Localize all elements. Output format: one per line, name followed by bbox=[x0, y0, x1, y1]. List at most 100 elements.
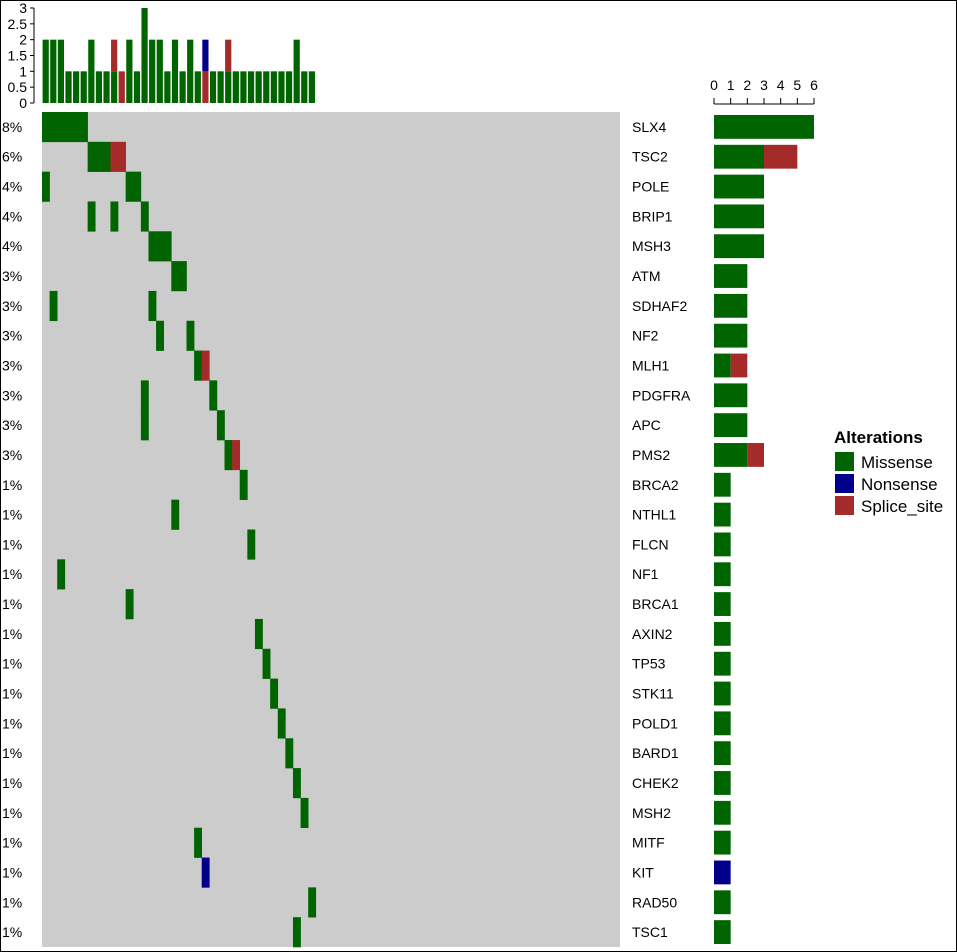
side-axis-tick-label: 0 bbox=[710, 77, 718, 93]
side-bar bbox=[714, 323, 748, 348]
side-bar bbox=[714, 532, 731, 557]
top-bar bbox=[209, 71, 217, 103]
mutation-cell bbox=[42, 171, 50, 202]
legend: Alterations Missense Nonsense Splice_site bbox=[834, 428, 943, 516]
top-bar bbox=[225, 39, 232, 72]
gene-label: APC bbox=[632, 417, 661, 433]
side-bar bbox=[714, 741, 731, 766]
gene-label: TP53 bbox=[632, 656, 666, 672]
percent-label: 4% bbox=[2, 208, 22, 224]
mutation-cell bbox=[163, 231, 172, 262]
gene-label: MITF bbox=[632, 835, 665, 851]
mutation-cell bbox=[277, 708, 286, 739]
gene-label: KIT bbox=[632, 864, 654, 880]
top-bar bbox=[133, 71, 141, 103]
legend-title: Alterations bbox=[834, 428, 923, 447]
side-bar bbox=[714, 890, 731, 915]
side-bar bbox=[714, 144, 764, 169]
side-bar bbox=[714, 443, 748, 467]
mutation-cell bbox=[308, 887, 317, 918]
gene-labels: SLX4 TSC2 POLE BRIP1 MSH3 ATM SDHAF2 NF2 MLH1 PDG… bbox=[632, 119, 691, 940]
top-axis-tick-label: 0 bbox=[19, 95, 27, 111]
gene-label: BRCA1 bbox=[632, 596, 679, 612]
gene-label: BARD1 bbox=[632, 745, 679, 761]
mutation-cell bbox=[171, 499, 180, 530]
percent-label: 1% bbox=[2, 596, 22, 612]
gene-label: STK11 bbox=[632, 686, 674, 702]
percent-label: 6% bbox=[2, 149, 22, 165]
side-bar bbox=[714, 562, 731, 587]
side-bar bbox=[714, 502, 731, 527]
gene-label: MLH1 bbox=[632, 357, 670, 373]
side-bar bbox=[714, 621, 731, 646]
percent-label: 1% bbox=[2, 805, 22, 821]
top-axis-tick-label: 1 bbox=[19, 63, 27, 79]
top-bar bbox=[73, 71, 80, 103]
top-bar bbox=[240, 71, 247, 103]
mutation-cell bbox=[42, 112, 50, 143]
mutation-cell bbox=[292, 768, 301, 799]
mutation-cell bbox=[125, 171, 134, 202]
percent-label: 1% bbox=[2, 835, 22, 851]
side-axis-tick-label: 6 bbox=[810, 77, 818, 93]
side-bar bbox=[714, 681, 731, 706]
gene-label: BRCA2 bbox=[632, 477, 679, 493]
gene-label: AXIN2 bbox=[632, 626, 673, 642]
percent-label: 1% bbox=[2, 626, 22, 642]
mutation-cell bbox=[148, 290, 157, 322]
percent-label: 4% bbox=[2, 238, 22, 254]
top-bar bbox=[285, 71, 293, 103]
legend-swatch bbox=[835, 474, 854, 493]
percent-label: 1% bbox=[2, 686, 22, 702]
mutation-cell bbox=[110, 201, 119, 232]
top-bar bbox=[149, 39, 156, 103]
side-bar bbox=[714, 920, 731, 944]
mutation-cell bbox=[262, 648, 271, 679]
mutation-cell bbox=[270, 678, 279, 709]
mutation-cell bbox=[247, 529, 256, 560]
mutation-cell bbox=[239, 469, 248, 500]
side-bar bbox=[714, 204, 764, 229]
top-bar bbox=[118, 71, 125, 103]
mutation-cell bbox=[194, 350, 203, 381]
top-bar bbox=[95, 71, 103, 103]
top-bar bbox=[202, 71, 209, 103]
side-axis-tick-label: 1 bbox=[727, 77, 735, 93]
top-bar bbox=[171, 39, 179, 103]
side-bar bbox=[747, 443, 764, 467]
top-axis-tick-label: 0.5 bbox=[8, 79, 28, 95]
percent-label: 1% bbox=[2, 924, 22, 940]
side-bar-chart bbox=[714, 115, 814, 944]
top-bar bbox=[111, 39, 118, 72]
top-axis-tick-label: 2.5 bbox=[8, 16, 28, 32]
percent-label: 3% bbox=[2, 357, 22, 373]
mutation-cell bbox=[57, 112, 66, 143]
side-bar bbox=[714, 293, 748, 318]
percent-labels: 8% 6% 4% 4% 4% 3% 3% 3% 3% 3% 3% 3% 1% 1% 1% 1% 1% 1% 1% 1%… bbox=[2, 119, 22, 940]
side-bar bbox=[714, 413, 748, 438]
percent-label: 1% bbox=[2, 477, 22, 493]
top-bar bbox=[293, 39, 300, 103]
percent-label: 1% bbox=[2, 715, 22, 731]
gene-label: MSH2 bbox=[632, 805, 671, 821]
side-bar bbox=[714, 771, 731, 795]
mutation-cell bbox=[133, 171, 142, 202]
top-bar bbox=[301, 71, 308, 103]
gene-label: NTHL1 bbox=[632, 507, 677, 523]
mutation-cell bbox=[178, 261, 187, 292]
top-bar bbox=[255, 71, 262, 103]
mutation-cell bbox=[140, 410, 149, 441]
top-bar-chart bbox=[42, 8, 315, 103]
top-bar bbox=[111, 71, 118, 103]
top-bar bbox=[263, 71, 270, 103]
top-bar bbox=[126, 39, 133, 103]
percent-label: 4% bbox=[2, 179, 22, 195]
gene-label: TSC2 bbox=[632, 149, 668, 165]
top-bar bbox=[187, 39, 194, 103]
gene-label: SDHAF2 bbox=[632, 298, 687, 314]
top-bar bbox=[103, 71, 110, 103]
mutation-cell bbox=[64, 112, 73, 143]
gene-label: BRIP1 bbox=[632, 208, 673, 224]
gene-label: NF2 bbox=[632, 328, 659, 344]
